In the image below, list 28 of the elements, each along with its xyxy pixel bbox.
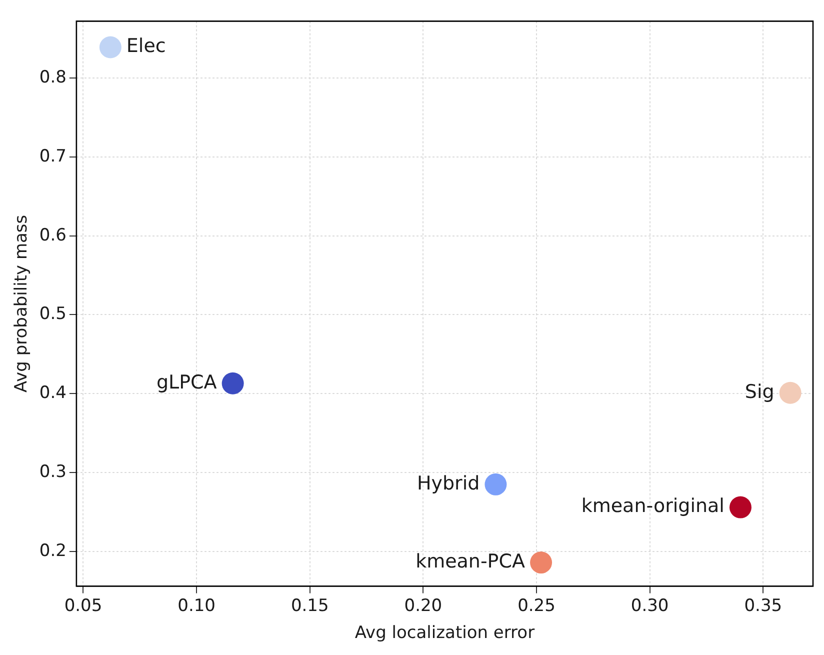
y-tick-label: 0.4 xyxy=(39,383,66,404)
x-axis-title: Avg localization error xyxy=(354,623,535,644)
point xyxy=(222,372,244,394)
series-label: kmean-PCA xyxy=(416,550,526,572)
y-tick-label: 0.3 xyxy=(39,462,66,482)
series-label: kmean-original xyxy=(581,495,724,518)
x-tick-label: 0.15 xyxy=(290,596,329,616)
y-axis-title: Avg probability mass xyxy=(12,214,32,393)
series-label: Hybrid xyxy=(416,472,480,494)
y-tick-label: 0.6 xyxy=(39,225,66,246)
series-label: gLPCA xyxy=(156,371,217,394)
x-tick-label: 0.20 xyxy=(404,596,442,616)
point xyxy=(530,552,552,574)
x-tick-label: 0.10 xyxy=(178,596,216,616)
point xyxy=(779,382,802,404)
point xyxy=(99,36,122,58)
y-tick-label: 0.7 xyxy=(39,146,66,166)
point xyxy=(484,473,507,496)
series-label: Sig xyxy=(744,380,774,403)
y-tick-label: 0.8 xyxy=(39,67,66,88)
point xyxy=(729,496,752,518)
x-tick-label: 0.25 xyxy=(518,596,556,616)
x-tick-label: 0.05 xyxy=(64,596,102,616)
x-tick-label: 0.30 xyxy=(630,596,669,616)
y-tick-label: 0.2 xyxy=(39,540,66,561)
y-tick-label: 0.5 xyxy=(39,304,66,324)
x-tick-label: 0.35 xyxy=(744,596,782,616)
series-label: Elec xyxy=(126,35,166,58)
